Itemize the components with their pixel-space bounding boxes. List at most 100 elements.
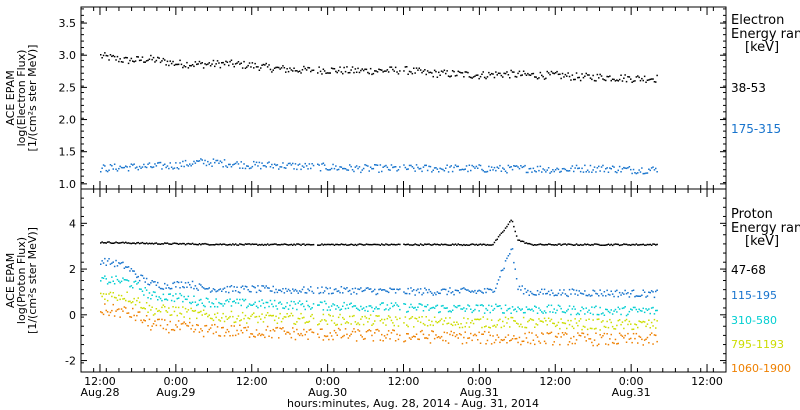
data-point: [347, 322, 350, 324]
data-point: [204, 159, 206, 162]
data-point: [244, 167, 247, 170]
data-point: [254, 62, 256, 65]
data-point: [354, 321, 357, 323]
data-point: [258, 315, 261, 318]
data-point: [147, 297, 149, 299]
data-point: [253, 243, 255, 246]
data-point: [196, 243, 198, 246]
data-point: [637, 311, 639, 313]
data-point: [208, 244, 210, 246]
data-point: [618, 291, 621, 294]
data-point: [111, 165, 113, 167]
data-point: [333, 68, 336, 70]
data-point: [563, 311, 565, 313]
data-point: [134, 60, 137, 62]
data-point: [463, 317, 465, 319]
data-point: [653, 169, 656, 171]
series-proton-47-68: [100, 219, 658, 247]
data-point: [219, 243, 222, 245]
data-point: [226, 285, 229, 288]
data-point: [532, 244, 535, 246]
data-point: [588, 244, 590, 246]
data-point: [333, 288, 336, 291]
data-point: [632, 243, 635, 246]
data-point: [403, 322, 405, 324]
data-point: [120, 308, 123, 310]
data-point: [631, 309, 633, 311]
data-point: [586, 243, 589, 245]
data-point: [589, 295, 592, 297]
data-point: [237, 61, 240, 63]
data-point: [137, 311, 139, 313]
data-point: [293, 322, 295, 325]
data-point: [571, 74, 574, 76]
data-point: [570, 243, 572, 246]
data-point: [535, 171, 537, 173]
data-point: [170, 299, 173, 302]
data-point: [353, 71, 355, 74]
data-point: [158, 57, 160, 59]
data-point: [197, 160, 199, 162]
data-point: [481, 244, 483, 246]
data-point: [329, 243, 331, 246]
data-point: [144, 308, 146, 310]
data-point: [520, 323, 522, 326]
data-point: [602, 294, 604, 297]
data-point: [630, 293, 632, 295]
data-point: [152, 323, 155, 325]
data-point: [286, 302, 288, 304]
data-point: [232, 334, 234, 337]
data-point: [497, 167, 500, 169]
data-point: [347, 72, 350, 74]
data-point: [113, 55, 116, 58]
data-point: [482, 333, 484, 335]
data-point: [613, 78, 615, 81]
data-point: [282, 327, 284, 329]
data-point: [246, 66, 248, 68]
data-point: [326, 323, 329, 325]
data-point: [186, 298, 188, 301]
data-point: [342, 167, 344, 170]
data-point: [123, 306, 126, 308]
data-point: [528, 294, 530, 296]
data-point: [347, 290, 350, 293]
data-point: [230, 166, 233, 168]
data-point: [102, 242, 105, 244]
data-point: [108, 59, 110, 61]
data-point: [513, 165, 515, 167]
data-point: [468, 305, 471, 307]
data-point: [591, 294, 593, 297]
data-point: [486, 76, 489, 78]
panel-frame-electron: [80, 6, 727, 190]
data-point: [639, 243, 642, 246]
data-point: [161, 243, 163, 245]
data-point: [483, 312, 486, 314]
data-point: [518, 167, 521, 170]
data-point: [340, 243, 343, 245]
data-point: [229, 243, 231, 246]
data-point: [458, 333, 461, 335]
data-point: [620, 74, 622, 76]
data-point: [475, 165, 478, 168]
data-point: [266, 287, 269, 289]
data-point: [200, 310, 202, 313]
data-point: [411, 72, 414, 75]
data-point: [104, 257, 106, 260]
data-point: [177, 297, 180, 299]
data-point: [460, 72, 462, 74]
data-point: [465, 71, 468, 73]
data-point: [378, 243, 380, 246]
data-point: [524, 288, 526, 290]
data-point: [460, 323, 462, 325]
data-point: [190, 165, 192, 167]
data-point: [656, 340, 658, 343]
data-point: [521, 340, 523, 343]
data-point: [637, 244, 639, 246]
data-point: [168, 167, 170, 170]
data-point: [471, 339, 473, 342]
data-point: [307, 288, 309, 290]
data-point: [177, 63, 180, 66]
data-point: [552, 322, 554, 324]
data-point: [507, 308, 510, 310]
data-point: [113, 242, 116, 244]
